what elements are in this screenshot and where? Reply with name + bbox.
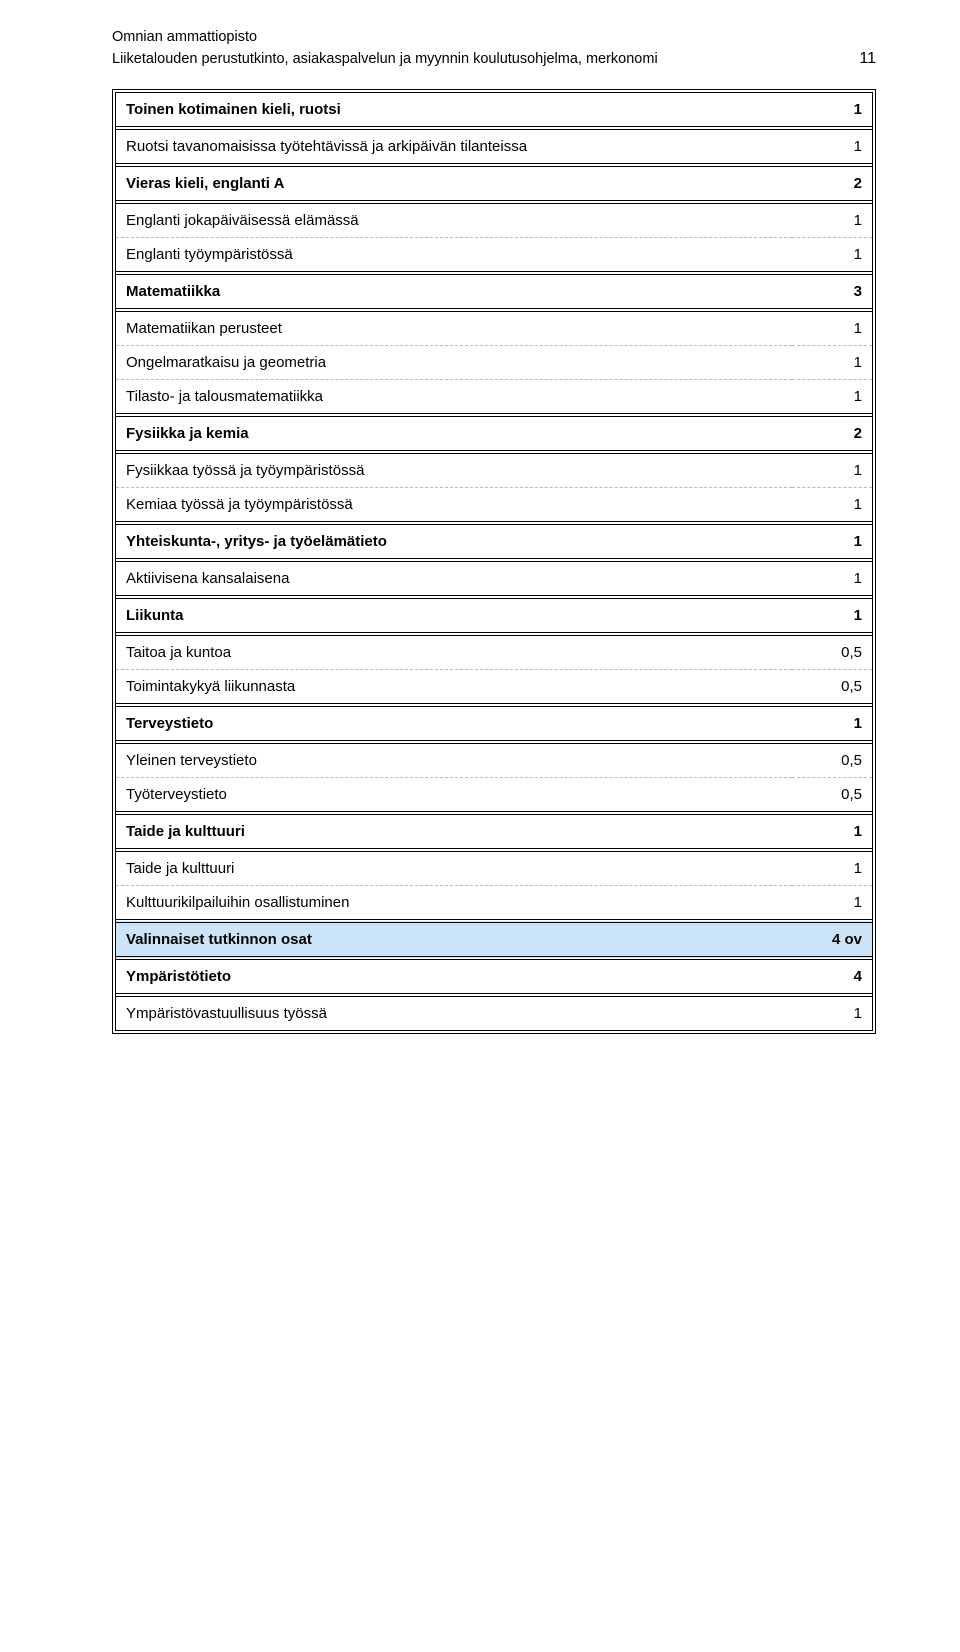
- table-row: Toinen kotimainen kieli, ruotsi1: [116, 93, 872, 128]
- table-row: Taide ja kulttuuri1: [116, 813, 872, 850]
- row-label: Aktiivisena kansalaisena: [116, 560, 792, 597]
- row-label: Yleinen terveystieto: [116, 742, 792, 778]
- table-row: Englanti jokapäiväisessä elämässä1: [116, 202, 872, 238]
- table-row: Fysiikkaa työssä ja työympäristössä1: [116, 452, 872, 488]
- table-row: Vieras kieli, englanti A2: [116, 165, 872, 202]
- row-value: 3: [792, 273, 872, 310]
- table-row: Aktiivisena kansalaisena1: [116, 560, 872, 597]
- row-label: Matematiikan perusteet: [116, 310, 792, 346]
- table-row: Fysiikka ja kemia2: [116, 415, 872, 452]
- row-value: 0,5: [792, 742, 872, 778]
- row-value: 2: [792, 165, 872, 202]
- table-row: Kulttuurikilpailuihin osallistuminen1: [116, 886, 872, 922]
- table-row: Matematiikka3: [116, 273, 872, 310]
- table-row: Englanti työympäristössä1: [116, 238, 872, 274]
- table-row: Liikunta1: [116, 597, 872, 634]
- curriculum-table-frame: Toinen kotimainen kieli, ruotsi1Ruotsi t…: [112, 89, 876, 1034]
- row-label: Työterveystieto: [116, 778, 792, 814]
- table-row: Matematiikan perusteet1: [116, 310, 872, 346]
- document-page: Omnian ammattiopisto Liiketalouden perus…: [0, 0, 960, 1074]
- row-label: Matematiikka: [116, 273, 792, 310]
- row-label: Vieras kieli, englanti A: [116, 165, 792, 202]
- header-program: Liiketalouden perustutkinto, asiakaspalv…: [112, 50, 658, 70]
- curriculum-table: Toinen kotimainen kieli, ruotsi1Ruotsi t…: [116, 93, 872, 1030]
- table-row: Tilasto- ja talousmatematiikka1: [116, 380, 872, 416]
- row-value: 1: [792, 310, 872, 346]
- table-row: Taitoa ja kuntoa0,5: [116, 634, 872, 670]
- table-row: Ongelmaratkaisu ja geometria1: [116, 346, 872, 380]
- table-row: Työterveystieto0,5: [116, 778, 872, 814]
- table-row: Terveystieto1: [116, 705, 872, 742]
- row-value: 4: [792, 958, 872, 995]
- row-label: Ympäristövastuullisuus työssä: [116, 995, 792, 1030]
- row-label: Yhteiskunta-, yritys- ja työelämätieto: [116, 523, 792, 560]
- row-label: Fysiikka ja kemia: [116, 415, 792, 452]
- row-value: 1: [792, 93, 872, 128]
- row-label: Tilasto- ja talousmatematiikka: [116, 380, 792, 416]
- row-value: 0,5: [792, 778, 872, 814]
- header-institution: Omnian ammattiopisto: [112, 28, 876, 48]
- table-row: Ympäristötieto4: [116, 958, 872, 995]
- row-label: Toinen kotimainen kieli, ruotsi: [116, 93, 792, 128]
- row-label: Toimintakykyä liikunnasta: [116, 670, 792, 706]
- row-label: Taitoa ja kuntoa: [116, 634, 792, 670]
- row-value: 2: [792, 415, 872, 452]
- row-label: Ympäristötieto: [116, 958, 792, 995]
- row-value: 1: [792, 886, 872, 922]
- row-value: 1: [792, 128, 872, 165]
- row-value: 1: [792, 560, 872, 597]
- row-label: Englanti jokapäiväisessä elämässä: [116, 202, 792, 238]
- row-value: 1: [792, 346, 872, 380]
- row-value: 1: [792, 597, 872, 634]
- table-row: Toimintakykyä liikunnasta0,5: [116, 670, 872, 706]
- row-label: Valinnaiset tutkinnon osat: [116, 921, 792, 958]
- row-label: Liikunta: [116, 597, 792, 634]
- row-value: 1: [792, 850, 872, 886]
- page-number: 11: [859, 48, 876, 70]
- row-value: 0,5: [792, 670, 872, 706]
- table-row: Yleinen terveystieto0,5: [116, 742, 872, 778]
- table-row: Valinnaiset tutkinnon osat4 ov: [116, 921, 872, 958]
- table-row: Taide ja kulttuuri1: [116, 850, 872, 886]
- row-value: 1: [792, 813, 872, 850]
- row-value: 1: [792, 380, 872, 416]
- row-value: 1: [792, 452, 872, 488]
- table-row: Ruotsi tavanomaisissa työtehtävissä ja a…: [116, 128, 872, 165]
- header-line2-row: Liiketalouden perustutkinto, asiakaspalv…: [112, 48, 876, 70]
- table-row: Yhteiskunta-, yritys- ja työelämätieto1: [116, 523, 872, 560]
- row-label: Fysiikkaa työssä ja työympäristössä: [116, 452, 792, 488]
- row-label: Englanti työympäristössä: [116, 238, 792, 274]
- row-label: Ruotsi tavanomaisissa työtehtävissä ja a…: [116, 128, 792, 165]
- row-value: 1: [792, 202, 872, 238]
- row-value: 0,5: [792, 634, 872, 670]
- table-row: Ympäristövastuullisuus työssä1: [116, 995, 872, 1030]
- row-label: Terveystieto: [116, 705, 792, 742]
- row-label: Taide ja kulttuuri: [116, 850, 792, 886]
- row-value: 1: [792, 238, 872, 274]
- row-value: 1: [792, 523, 872, 560]
- page-header: Omnian ammattiopisto Liiketalouden perus…: [112, 28, 876, 69]
- row-label: Ongelmaratkaisu ja geometria: [116, 346, 792, 380]
- row-label: Kemiaa työssä ja työympäristössä: [116, 488, 792, 524]
- row-label: Taide ja kulttuuri: [116, 813, 792, 850]
- row-value: 4 ov: [792, 921, 872, 958]
- row-value: 1: [792, 995, 872, 1030]
- table-row: Kemiaa työssä ja työympäristössä1: [116, 488, 872, 524]
- row-label: Kulttuurikilpailuihin osallistuminen: [116, 886, 792, 922]
- row-value: 1: [792, 488, 872, 524]
- row-value: 1: [792, 705, 872, 742]
